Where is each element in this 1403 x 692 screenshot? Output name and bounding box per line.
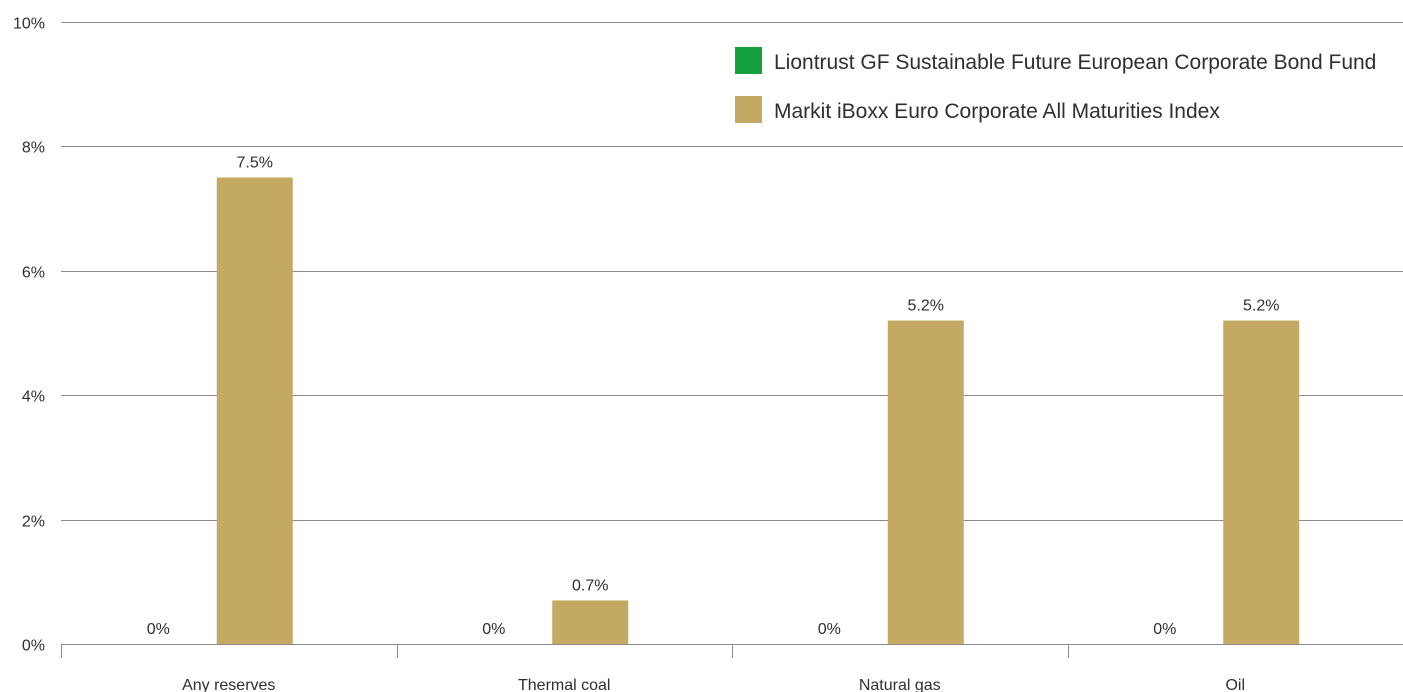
data-label: 7.5% xyxy=(237,155,273,172)
legend: Liontrust GF Sustainable Future European… xyxy=(735,47,1376,123)
bar xyxy=(216,177,293,644)
data-label: 0% xyxy=(147,621,170,638)
bar xyxy=(552,600,629,644)
y-tick-label: 10% xyxy=(13,16,45,33)
y-tick-label: 4% xyxy=(22,389,45,406)
x-category-label: Any reserves xyxy=(182,677,275,692)
legend-swatch xyxy=(735,47,762,74)
data-label: 5.2% xyxy=(1243,298,1279,315)
y-axis: 0% 2% 4% 6% 8% 10% xyxy=(13,16,62,658)
legend-label: Markit iBoxx Euro Corporate All Maturiti… xyxy=(774,100,1220,123)
bar xyxy=(887,320,964,644)
bars: 0% 7.5% 0% 0.7% 0% 5.2% 0% 5.2% xyxy=(147,155,1300,644)
legend-swatch xyxy=(735,96,762,123)
data-label: 0% xyxy=(482,621,505,638)
y-tick-label: 6% xyxy=(22,265,45,282)
x-category-label: Natural gas xyxy=(859,677,941,692)
legend-label: Liontrust GF Sustainable Future European… xyxy=(774,51,1376,74)
y-tick-label: 2% xyxy=(22,514,45,531)
x-axis: Any reserves Thermal coal Natural gas Oil xyxy=(61,644,1245,692)
bar xyxy=(1223,320,1300,644)
y-tick-label: 0% xyxy=(22,638,45,655)
y-tick-label: 8% xyxy=(22,140,45,157)
x-category-label: Oil xyxy=(1225,677,1245,692)
data-label: 0% xyxy=(818,621,841,638)
data-label: 0% xyxy=(1153,621,1176,638)
data-label: 0.7% xyxy=(572,577,608,594)
x-category-label: Thermal coal xyxy=(518,677,610,692)
data-label: 5.2% xyxy=(908,298,944,315)
